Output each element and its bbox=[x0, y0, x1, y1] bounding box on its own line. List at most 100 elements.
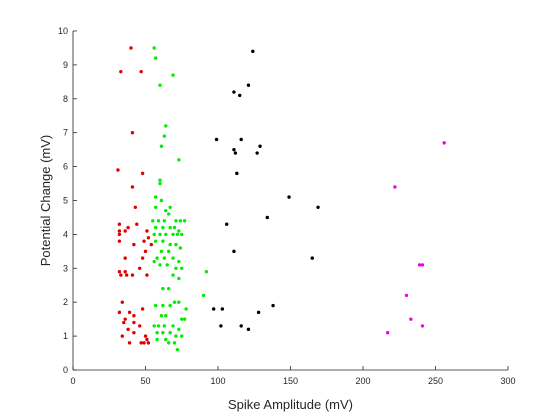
data-point bbox=[123, 229, 127, 233]
data-point bbox=[130, 273, 135, 277]
data-point bbox=[127, 341, 132, 345]
data-point bbox=[159, 144, 164, 148]
data-point bbox=[178, 246, 182, 250]
data-point bbox=[146, 236, 151, 240]
data-point bbox=[153, 303, 158, 308]
axes bbox=[72, 31, 508, 371]
data-point bbox=[119, 69, 123, 74]
data-point bbox=[177, 300, 181, 304]
data-point bbox=[130, 185, 135, 189]
data-point bbox=[130, 131, 135, 135]
data-point bbox=[139, 69, 143, 74]
data-point bbox=[442, 141, 446, 145]
data-point bbox=[145, 337, 149, 342]
data-point bbox=[117, 222, 122, 226]
x-axis-label: Spike Amplitude (mV) bbox=[228, 397, 353, 412]
data-point bbox=[153, 239, 158, 243]
data-point bbox=[177, 229, 181, 233]
data-point bbox=[180, 232, 184, 237]
data-point bbox=[140, 256, 145, 260]
data-point bbox=[138, 266, 142, 270]
data-point bbox=[238, 93, 242, 98]
data-point bbox=[132, 242, 136, 247]
data-point bbox=[132, 320, 136, 325]
data-point bbox=[420, 324, 425, 328]
data-point bbox=[135, 222, 139, 226]
data-point bbox=[168, 331, 172, 335]
data-point bbox=[153, 56, 158, 60]
data-point bbox=[287, 195, 291, 199]
data-point bbox=[133, 205, 138, 209]
data-point bbox=[162, 219, 167, 223]
data-point bbox=[167, 286, 171, 291]
data-point bbox=[123, 256, 127, 260]
data-point bbox=[140, 171, 145, 176]
data-point bbox=[174, 334, 178, 338]
data-point bbox=[180, 334, 184, 338]
data-point bbox=[385, 331, 390, 335]
data-point bbox=[142, 239, 146, 243]
data-point bbox=[219, 324, 223, 328]
points-layer bbox=[116, 46, 446, 352]
data-point bbox=[152, 259, 156, 264]
data-point bbox=[127, 310, 132, 315]
data-point bbox=[158, 263, 162, 267]
series-1 bbox=[116, 46, 153, 345]
data-point bbox=[171, 256, 175, 260]
data-point bbox=[159, 249, 164, 254]
data-point bbox=[214, 137, 219, 142]
data-point bbox=[164, 337, 168, 342]
data-point bbox=[310, 256, 314, 260]
data-point bbox=[180, 266, 184, 270]
data-point bbox=[117, 229, 122, 233]
data-point bbox=[159, 314, 164, 318]
data-point bbox=[184, 307, 188, 311]
data-point bbox=[162, 134, 167, 138]
data-point bbox=[161, 303, 165, 308]
data-point bbox=[180, 317, 184, 321]
data-point bbox=[167, 341, 171, 345]
x-tick-label: 150 bbox=[283, 376, 298, 386]
data-point bbox=[420, 263, 425, 267]
data-point bbox=[139, 341, 143, 345]
data-point bbox=[124, 273, 129, 277]
data-point bbox=[120, 300, 125, 304]
data-point bbox=[177, 259, 181, 264]
data-point bbox=[172, 225, 177, 230]
data-point bbox=[174, 219, 178, 223]
y-axis-label: Potential Change (mV) bbox=[38, 135, 53, 267]
data-point bbox=[168, 225, 172, 230]
data-point bbox=[172, 300, 177, 304]
y-tick-label: 0 bbox=[63, 365, 68, 375]
data-point bbox=[158, 181, 162, 186]
data-point bbox=[149, 242, 153, 247]
data-point bbox=[204, 269, 209, 274]
data-point bbox=[171, 73, 175, 77]
data-point bbox=[246, 83, 251, 87]
data-point bbox=[393, 185, 397, 189]
data-point bbox=[152, 232, 156, 237]
data-point bbox=[152, 324, 156, 328]
data-point bbox=[152, 46, 156, 50]
y-tick-label: 7 bbox=[63, 128, 68, 138]
series-2 bbox=[151, 46, 209, 352]
x-tick-label: 200 bbox=[355, 376, 370, 386]
data-point bbox=[409, 317, 413, 321]
data-point bbox=[256, 310, 261, 315]
y-tick-label: 5 bbox=[63, 196, 68, 206]
x-tick-label: 50 bbox=[140, 376, 150, 386]
data-point bbox=[129, 46, 133, 50]
y-tick-label: 3 bbox=[63, 263, 68, 273]
data-point bbox=[171, 232, 175, 237]
data-point bbox=[232, 249, 236, 254]
data-point bbox=[271, 303, 275, 308]
data-point bbox=[117, 232, 122, 237]
data-point bbox=[232, 147, 236, 152]
y-ticks: 0 1 2 3 4 5 6 7 8 9 10 bbox=[58, 26, 77, 375]
x-tick-label: 300 bbox=[500, 376, 515, 386]
data-point bbox=[132, 331, 136, 335]
data-point bbox=[156, 324, 161, 328]
data-point bbox=[153, 205, 158, 209]
data-point bbox=[138, 324, 142, 328]
